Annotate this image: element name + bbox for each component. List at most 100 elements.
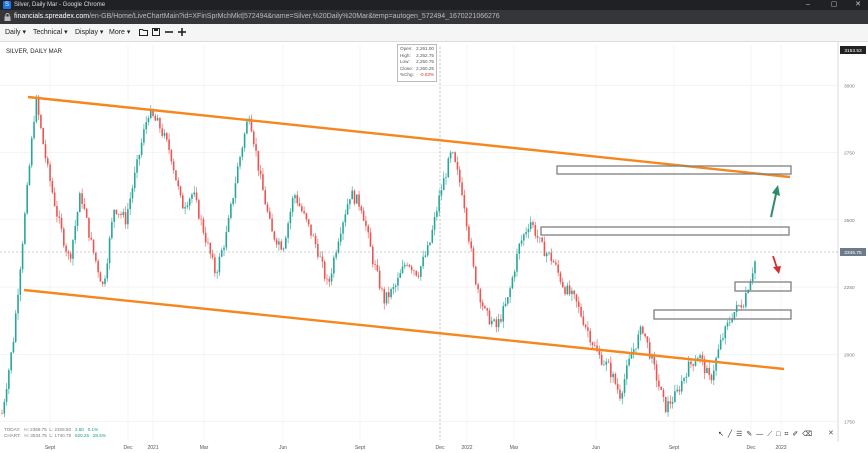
candle-body [198,200,200,219]
candle-body [724,326,727,339]
candle-body [374,264,376,265]
candle-body [62,228,65,246]
candle-body [644,333,646,337]
candle-body [202,219,205,233]
technical-dropdown[interactable]: Technical ▾ [33,24,68,42]
rectangle-tool-icon[interactable]: □ [776,431,781,438]
candle-body [85,208,88,218]
candle-body [445,177,447,179]
candle-body [456,161,459,170]
candle-body [282,248,285,250]
x-tick-label: 2021 [147,445,158,451]
y-tick-label: 2750 [844,151,855,157]
candle-body [582,316,585,325]
candle-body [365,220,367,227]
candle-body [749,281,752,291]
candle-body [177,180,180,187]
price-chart[interactable]: 1750 2000 2250 2500 2750 3000 Sept Dec 2021 Mar Ju… [0,42,868,453]
candle-body [461,182,463,196]
candle-body [513,271,516,278]
daily-dropdown[interactable]: Daily ▾ [5,24,26,42]
display-dropdown[interactable]: Display ▾ [75,24,103,42]
zoom-out-icon[interactable] [164,28,174,38]
x-tick-label: Jun [592,445,600,451]
candle-body [591,342,594,345]
save-icon[interactable] [151,28,161,38]
top-price-label: 3153.53 [844,48,862,54]
pen-tool-icon[interactable]: ✎ [746,431,753,438]
candle-body [669,401,672,404]
chart-footer-stats: TODAY: H: 2368.75 L: 2328.50 2.50 0.1% C… [4,427,106,439]
candle-body [541,237,543,242]
price-zone-box [734,281,792,292]
pointer-tool-icon[interactable]: ↖ [718,431,724,438]
candle-body [511,277,514,289]
lower-trendline [23,288,785,371]
candle-body [520,240,523,244]
candle-body [138,154,141,160]
candle-body [46,158,49,165]
brush-tool-icon[interactable]: ✐ [792,431,799,438]
candle-body [172,161,175,171]
candle-body [619,389,621,399]
candle-body [42,128,44,145]
candle-body [378,270,381,289]
candle-body [573,290,575,295]
delete-drawings-icon[interactable]: ⌫ [802,431,813,438]
candle-body [175,170,177,181]
candle-body [333,257,335,274]
price-zone-box [556,165,792,175]
candle-body [458,169,461,183]
x-tick-label: Sept [45,445,56,451]
candle-body [470,241,472,249]
ray-tool-icon[interactable]: ⟋ [767,431,773,438]
candle-body [552,261,555,263]
candle-body [317,244,319,257]
candle-body [133,172,136,189]
candle-body [607,361,610,363]
candle-body [337,241,340,253]
candle-body [555,262,557,265]
chart-pattern-icon[interactable]: ⌗ [784,431,789,438]
minimize-button[interactable]: – [806,1,810,8]
ohlc-change-row: %Chg: -0.03% [400,72,434,78]
folder-icon[interactable] [138,28,148,38]
candle-body [442,178,445,191]
candle-body [516,253,518,272]
candle-body [120,213,122,216]
candle-body [49,164,51,181]
close-window-button[interactable]: ✕ [855,1,861,8]
candle-body [97,260,99,273]
ohlc-tooltip: Open: 2,261.00 High: 2,262.75 Low: 2,250.75… [397,44,437,82]
ohlc-high-row: High: 2,262.75 [400,52,434,58]
close-drawing-tools-icon[interactable]: ✕ [828,430,834,437]
candle-body [600,354,603,365]
address-bar[interactable]: financials.spreadex.com/en-GB/Home/LiveC… [0,10,868,24]
trendline-tool-icon[interactable]: ╱ [727,431,733,438]
candle-body [99,272,102,282]
candle-body [273,231,276,240]
candlestick-chart[interactable]: 1750 2000 2250 2500 2750 3000 Sept Dec 2021 Mar Ju… [0,42,868,453]
top-price-label-bg [840,46,866,54]
more-dropdown[interactable]: More ▾ [109,24,130,42]
candle-body [385,292,388,304]
candle-body [37,97,40,115]
candle-body [81,193,83,204]
chart-title: SILVER, DAILY MAR [6,49,63,55]
candle-body [376,264,379,271]
horizontal-line-tool-icon[interactable]: — [756,431,764,438]
candle-body [113,209,115,222]
candle-body [390,289,392,298]
candle-body [429,242,431,246]
zoom-in-icon[interactable] [177,28,187,38]
chart-range-stats: CHART: H: 3034.75 L: 1740.75 520.25 28.5… [4,433,106,438]
candle-body [692,364,695,366]
candle-body [76,212,79,226]
url-text[interactable]: financials.spreadex.com/en-GB/Home/LiveC… [14,10,500,24]
candle-body [326,278,328,280]
maximize-button[interactable]: ▢ [830,1,838,8]
fibonacci-tool-icon[interactable]: ☰ [736,431,743,438]
ohlc-close-row: Close: 2,260.25 [400,65,434,71]
candle-body [529,222,532,230]
spreadex-favicon-icon: S [3,1,11,9]
